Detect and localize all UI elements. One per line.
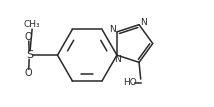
Text: S: S <box>26 50 33 60</box>
Text: CH₃: CH₃ <box>24 20 40 29</box>
Text: O: O <box>25 68 33 78</box>
Text: N: N <box>110 25 116 34</box>
Text: N: N <box>140 18 146 27</box>
Text: HO: HO <box>123 78 137 87</box>
Text: N: N <box>114 55 121 64</box>
Text: O: O <box>25 32 33 42</box>
